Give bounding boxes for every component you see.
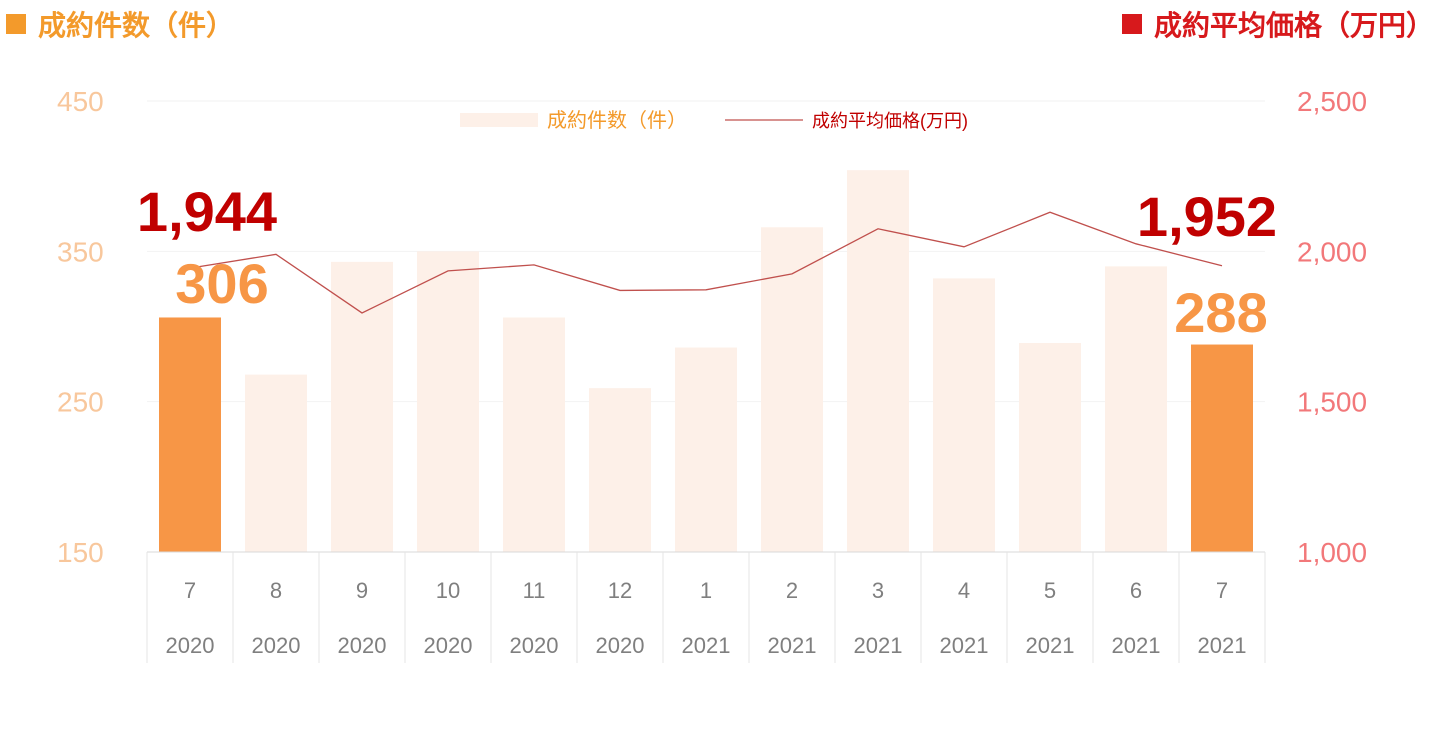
left-tick-label: 350 <box>57 236 104 267</box>
count-axis-title-text: 成約件数（件） <box>38 9 235 42</box>
bar-11 <box>1105 266 1167 552</box>
data-callout-label: 288 <box>1174 281 1267 344</box>
bar-3 <box>417 251 479 553</box>
month-label: 12 <box>608 578 632 603</box>
month-label: 7 <box>184 578 196 603</box>
year-label: 2020 <box>166 633 215 658</box>
month-label: 7 <box>1216 578 1228 603</box>
legend-bar-swatch <box>460 113 538 127</box>
year-label: 2021 <box>1112 633 1161 658</box>
red-square-icon <box>1121 14 1142 34</box>
data-callout-label: 1,944 <box>137 180 277 243</box>
bar-6 <box>675 347 737 552</box>
year-label: 2020 <box>510 633 559 658</box>
month-label: 9 <box>356 578 368 603</box>
data-callout-label: 306 <box>175 252 268 315</box>
right-tick-label: 2,500 <box>1297 86 1367 117</box>
price-axis-title-text: 成約平均価格（万円） <box>1153 9 1434 42</box>
year-label: 2021 <box>1198 633 1247 658</box>
left-tick-label: 250 <box>57 387 104 418</box>
year-label: 2020 <box>338 633 387 658</box>
month-label: 6 <box>1130 578 1142 603</box>
bar-8 <box>847 170 909 553</box>
bar-0 <box>159 317 221 552</box>
month-label: 2 <box>786 578 798 603</box>
bar-2 <box>331 261 393 552</box>
right-tick-label: 1,000 <box>1297 537 1367 568</box>
bar-1 <box>245 374 307 552</box>
left-tick-label: 450 <box>57 86 104 117</box>
bar-5 <box>589 388 651 552</box>
month-label: 4 <box>958 578 970 603</box>
orange-square-icon <box>6 14 26 34</box>
year-label: 2021 <box>682 633 731 658</box>
count-axis-title: 成約件数（件） <box>6 4 234 44</box>
right-tick-label: 2,000 <box>1297 236 1367 267</box>
bar-4 <box>503 317 565 552</box>
month-label: 3 <box>872 578 884 603</box>
left-tick-label: 150 <box>57 537 104 568</box>
year-label: 2020 <box>424 633 473 658</box>
year-label: 2021 <box>768 633 817 658</box>
month-label: 1 <box>700 578 712 603</box>
data-callout-label: 1,952 <box>1137 185 1277 248</box>
month-label: 8 <box>270 578 282 603</box>
bar-9 <box>933 278 995 552</box>
year-label: 2021 <box>854 633 903 658</box>
bar-12 <box>1191 344 1253 552</box>
year-label: 2021 <box>940 633 989 658</box>
year-label: 2020 <box>252 633 301 658</box>
year-label: 2020 <box>596 633 645 658</box>
price-line <box>189 211 1223 314</box>
month-label: 11 <box>523 578 546 603</box>
right-tick-label: 1,500 <box>1297 387 1367 418</box>
month-label: 10 <box>436 578 460 603</box>
month-label: 5 <box>1044 578 1056 603</box>
legend-bar-label: 成約件数（件） <box>547 109 687 132</box>
bar-10 <box>1019 343 1081 552</box>
bar-7 <box>761 227 823 552</box>
price-axis-title: 成約平均価格（万円） <box>1121 4 1434 44</box>
legend-line-label: 成約平均価格(万円) <box>812 111 968 131</box>
year-label: 2021 <box>1026 633 1075 658</box>
